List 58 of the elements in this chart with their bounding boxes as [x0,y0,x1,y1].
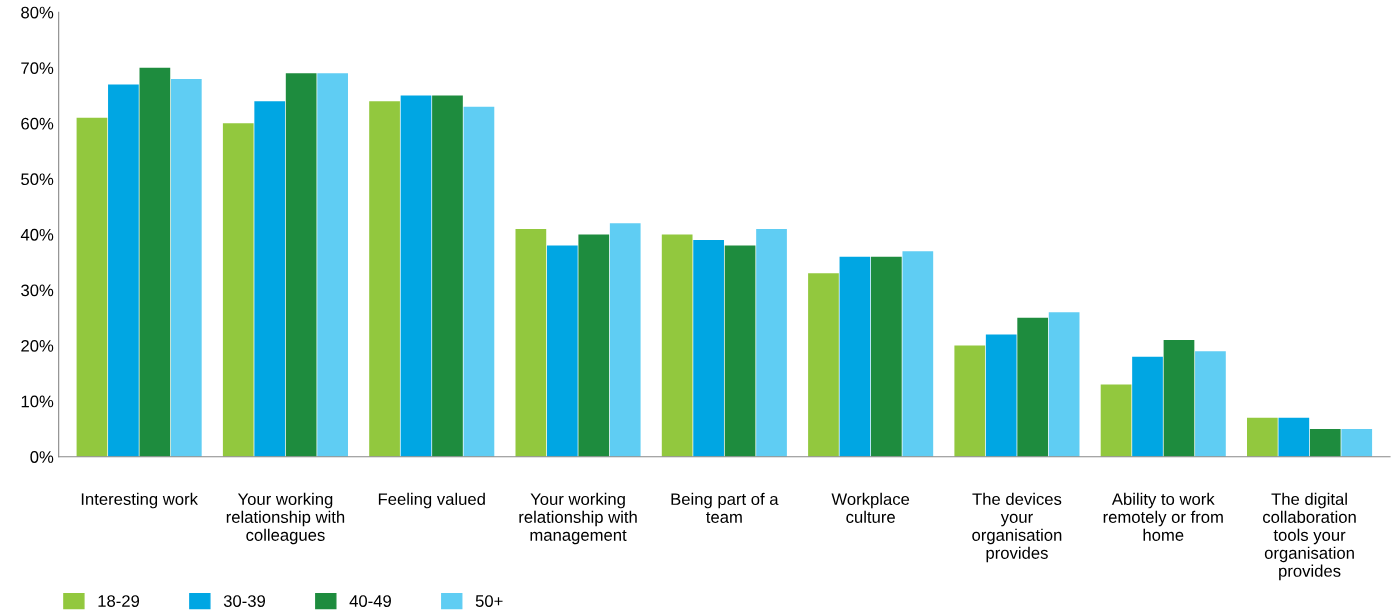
bar [1278,417,1310,457]
bar [1247,417,1278,457]
x-tick-label: Interesting work [81,492,198,509]
bar [1309,428,1341,457]
bar [609,223,641,457]
bar [317,73,348,457]
bar [139,67,171,457]
bar [871,256,902,457]
bar [578,234,610,457]
bar [463,106,495,457]
bar [1048,312,1080,457]
bar [661,234,693,457]
bar [170,78,202,457]
x-tick-label: Feeling valued [378,492,485,509]
legend-label: 40-49 [349,595,391,607]
bar [1017,317,1049,457]
bar [985,334,1017,457]
bar [954,345,986,457]
bar [693,240,724,457]
x-tick-label: Your working relationship with colleagues [226,492,345,545]
y-tick-label: 20% [21,339,54,352]
bar [1100,384,1132,457]
bar [76,117,108,457]
x-tick-label: Ability to work remotely or from home [1103,492,1223,541]
x-tick-label: Being part of a team [671,492,779,523]
bar [724,245,756,457]
bar [808,273,839,457]
y-tick-label: 0% [30,451,54,463]
bar [1163,340,1195,457]
bar [839,256,871,457]
y-tick-label: 30% [21,284,54,297]
x-tick-label: Workplace culture [831,492,910,523]
bar [1341,428,1373,457]
bar [222,123,254,457]
y-tick-label: 50% [21,173,54,186]
bar [285,73,317,457]
bar [369,101,400,457]
bar [108,84,139,457]
bar [1132,356,1163,457]
x-tick-label: The devices your organisation provides [972,492,1062,563]
x-tick-label: Your working relationship with management [519,492,637,545]
y-tick-label: 70% [21,62,54,75]
bar [1195,351,1226,457]
bar [254,101,286,457]
y-tick-label: 80% [21,6,54,19]
bar [515,228,547,457]
y-tick-label: 10% [21,395,54,408]
bar [902,251,934,457]
bar [546,245,578,457]
x-tick-label: The digital collaboration tools your organisation provides [1263,492,1356,581]
legend-label: 30-39 [223,595,266,607]
legend-label: 18-29 [98,595,140,607]
bar [400,95,432,457]
legend-label: 50+ [475,595,503,607]
bar [756,228,787,457]
bar [432,95,463,457]
y-tick-label: 60% [21,117,54,130]
y-tick-label: 40% [20,228,54,241]
